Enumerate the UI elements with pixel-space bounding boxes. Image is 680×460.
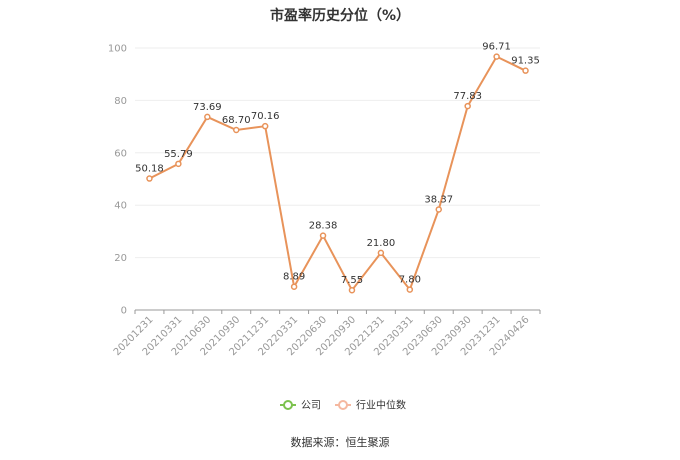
data-point[interactable] xyxy=(233,126,240,134)
data-point[interactable] xyxy=(175,160,182,168)
data-label: 38.37 xyxy=(424,194,453,205)
data-point[interactable] xyxy=(146,175,153,182)
data-label: 21.80 xyxy=(367,238,396,249)
data-point[interactable] xyxy=(464,102,471,110)
data-point[interactable] xyxy=(435,206,442,213)
data-label: 70.16 xyxy=(251,111,280,122)
y-tick-label: 0 xyxy=(121,306,127,317)
data-label: 8.89 xyxy=(283,272,305,283)
data-point[interactable] xyxy=(290,283,298,290)
data-label: 68.70 xyxy=(222,115,251,126)
y-tick-label: 60 xyxy=(114,148,127,159)
y-tick-label: 100 xyxy=(108,44,127,55)
data-point[interactable] xyxy=(319,232,327,239)
data-label: 55.79 xyxy=(164,149,193,160)
legend-circle-icon xyxy=(338,400,348,410)
legend[interactable]: 公司 行业中位数 xyxy=(280,399,406,412)
data-source: 数据来源：恒生聚源 xyxy=(291,435,390,449)
data-label: 96.71 xyxy=(482,42,511,53)
x-axis: 2020123120210331202106302021093020211231… xyxy=(112,309,541,358)
legend-label: 行业中位数 xyxy=(356,399,406,412)
data-point[interactable] xyxy=(204,113,211,121)
y-tick-label: 80 xyxy=(114,96,127,107)
y-tick-label: 20 xyxy=(114,253,127,264)
data-label: 73.69 xyxy=(193,102,222,113)
data-point[interactable] xyxy=(493,53,500,60)
y-axis: 0 20 40 60 80 100 xyxy=(108,44,127,317)
data-label: 7.55 xyxy=(341,275,363,286)
data-label: 91.35 xyxy=(511,56,540,67)
data-label: 50.18 xyxy=(135,164,164,175)
data-point[interactable] xyxy=(348,286,356,294)
legend-item[interactable]: 公司 xyxy=(280,400,321,412)
grid xyxy=(135,47,540,259)
series-line xyxy=(149,55,526,293)
data-point[interactable] xyxy=(261,122,269,130)
y-tick-label: 40 xyxy=(114,201,127,212)
data-point[interactable] xyxy=(406,286,414,293)
legend-item[interactable]: 行业中位数 xyxy=(335,399,406,412)
chart-title: 市盈率历史分位（%） xyxy=(270,7,410,24)
data-label: 28.38 xyxy=(309,221,338,232)
data-point[interactable] xyxy=(522,67,529,74)
legend-label: 公司 xyxy=(301,401,321,412)
data-point[interactable] xyxy=(377,249,385,257)
legend-circle-icon xyxy=(283,400,293,410)
data-label: 77.83 xyxy=(453,91,482,102)
data-label: 7.80 xyxy=(399,275,421,286)
